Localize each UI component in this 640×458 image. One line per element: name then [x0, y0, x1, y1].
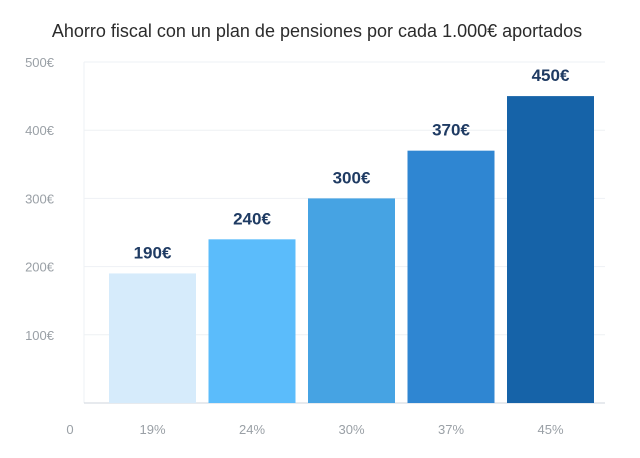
y-tick-label: 200€	[25, 260, 55, 275]
y-tick-label: 100€	[25, 328, 55, 343]
y-tick-label: 500€	[25, 55, 55, 70]
data-label: 300€	[333, 168, 371, 187]
bar-45%	[507, 96, 594, 403]
x-tick-label: 19%	[139, 422, 165, 437]
x-tick-label: 45%	[537, 422, 563, 437]
bar-24%	[208, 239, 296, 403]
y-tick-label: 300€	[25, 191, 55, 206]
x-tick-label: 24%	[239, 422, 265, 437]
zero-label: 0	[66, 422, 73, 437]
data-label: 450€	[532, 66, 570, 85]
y-tick-label: 400€	[25, 123, 55, 138]
data-label: 370€	[432, 121, 470, 140]
x-tick-label: 37%	[438, 422, 464, 437]
data-label: 190€	[134, 243, 172, 262]
x-tick-label: 30%	[338, 422, 364, 437]
bar-30%	[308, 198, 395, 403]
data-label: 240€	[233, 209, 271, 228]
bars	[109, 96, 594, 403]
bar-19%	[109, 273, 196, 403]
data-labels: 190€ 240€ 300€ 370€ 450€	[134, 66, 570, 262]
axes: 100€ 200€ 300€ 400€ 500€ 0 19% 24% 30% 37% 45%	[25, 55, 564, 437]
bar-37%	[407, 150, 495, 403]
chart-title: Ahorro fiscal con un plan de pensiones p…	[52, 21, 582, 41]
